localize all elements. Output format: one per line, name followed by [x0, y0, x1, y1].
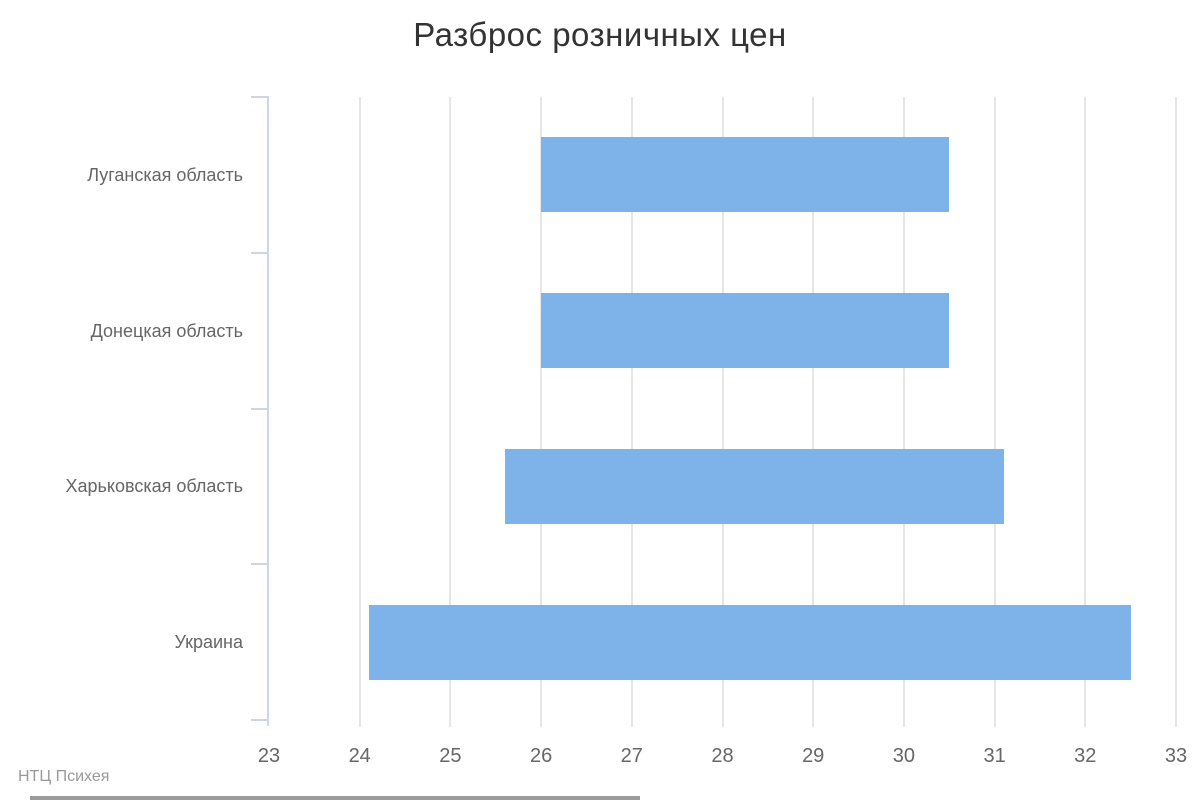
- range-bar-3: [504, 448, 1004, 524]
- value-axis-tick: [1175, 720, 1177, 727]
- category-label: Харьковская область: [65, 476, 243, 497]
- value-axis-tick-label: 27: [620, 745, 643, 767]
- value-axis-tick-label: 23: [257, 745, 281, 767]
- value-axis-tick: [358, 720, 361, 727]
- category-axis-tick: [251, 251, 269, 254]
- gridline: [1084, 97, 1087, 720]
- value-axis-tick-label: 31: [983, 745, 1006, 767]
- value-axis-tick: [812, 720, 815, 727]
- credits-label: НТЦ Психея: [18, 768, 110, 785]
- value-axis-tick: [630, 720, 633, 727]
- value-axis-tick-label: 30: [892, 745, 916, 767]
- value-axis-tick: [540, 720, 543, 727]
- value-axis-tick: [902, 720, 905, 727]
- gridline: [721, 97, 724, 720]
- category-axis-tick: [251, 407, 269, 410]
- gridline: [993, 97, 996, 720]
- gridline: [1175, 97, 1177, 720]
- category-label: Донецкая область: [90, 320, 243, 341]
- category-axis-tick: [251, 563, 269, 566]
- category-axis-line: [267, 96, 269, 726]
- value-axis-tick-label: 32: [1074, 745, 1097, 767]
- range-bar-4: [368, 604, 1131, 680]
- value-axis-tick-label: 24: [348, 745, 371, 767]
- range-bar-2: [541, 293, 950, 369]
- value-axis-tick: [721, 720, 724, 727]
- bottom-edge-strip: [30, 796, 640, 800]
- category-label: Украина: [174, 632, 243, 653]
- category-axis-tick: [251, 719, 269, 721]
- value-axis-tick: [1084, 720, 1087, 727]
- value-axis-tick-label: 29: [802, 745, 825, 767]
- gridline: [902, 97, 905, 720]
- value-axis-tick-label: 33: [1164, 745, 1188, 767]
- range-bar-1: [541, 137, 950, 213]
- value-axis-tick-label: 26: [529, 745, 553, 767]
- gridline: [812, 97, 815, 720]
- gridline: [630, 97, 633, 720]
- gridline: [358, 97, 361, 720]
- value-axis-tick: [449, 720, 452, 727]
- category-axis-tick: [251, 96, 269, 98]
- value-axis-tick: [993, 720, 996, 727]
- gridline: [540, 97, 543, 720]
- category-label: Луганская область: [87, 164, 243, 185]
- gridline: [449, 97, 452, 720]
- chart-title: Разброс розничных цен: [413, 16, 787, 53]
- plot-area: [269, 97, 1177, 727]
- value-axis-tick-label: 28: [711, 745, 734, 767]
- value-axis-tick-label: 25: [439, 745, 462, 767]
